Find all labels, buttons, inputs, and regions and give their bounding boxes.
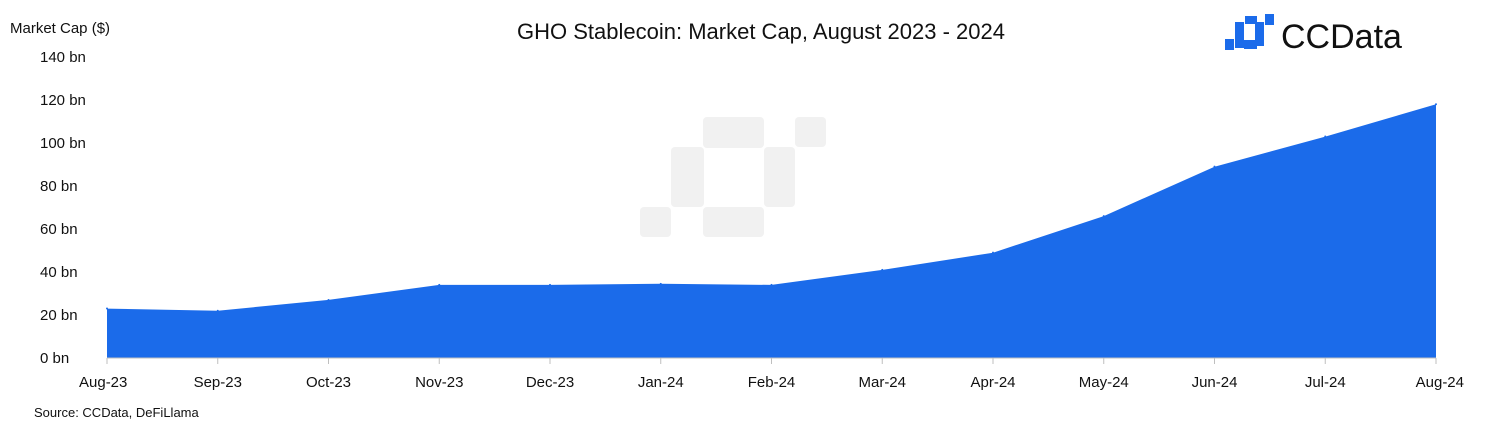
data-point <box>106 307 108 310</box>
data-point <box>1102 215 1105 218</box>
x-axis: Aug-23 Sep-23 Oct-23 Nov-23 Dec-23 Jan-24 Feb-… <box>79 357 1464 391</box>
y-tick-label: 140 bn <box>40 49 86 66</box>
data-point <box>216 309 219 312</box>
data-point <box>992 251 994 254</box>
y-tick-label: 60 bn <box>40 221 78 238</box>
ccdata-logo-icon <box>1225 14 1274 50</box>
x-tick-label: Jan-24 <box>638 374 684 391</box>
data-point <box>327 298 330 301</box>
x-tick-label: Feb-24 <box>748 374 796 391</box>
series-area <box>107 104 1436 358</box>
ccdata-logo: CCData <box>1225 14 1402 56</box>
x-tick-label: Jul-24 <box>1305 374 1346 391</box>
plot-area <box>106 103 1437 358</box>
brand-name: CCData <box>1281 18 1402 56</box>
x-tick-label: Aug-24 <box>1416 374 1464 391</box>
watermark-logo-icon <box>640 117 826 237</box>
x-tick-label: Aug-23 <box>79 374 127 391</box>
data-point <box>1435 103 1437 106</box>
data-point <box>1213 165 1216 168</box>
y-tick-label: 100 bn <box>40 135 86 152</box>
data-point <box>438 283 441 286</box>
y-tick-label: 20 bn <box>40 307 78 324</box>
y-tick-label: 0 bn <box>40 350 69 367</box>
x-tick-label: May-24 <box>1079 374 1129 391</box>
chart-title: GHO Stablecoin: Market Cap, August 2023 … <box>517 19 1005 44</box>
x-tick-label: Sep-23 <box>194 374 242 391</box>
source-note: Source: CCData, DeFiLlama <box>34 405 199 420</box>
y-axis-label: Market Cap ($) <box>10 20 110 37</box>
x-tick-label: Jun-24 <box>1192 374 1238 391</box>
data-point <box>881 268 884 271</box>
data-point <box>770 283 773 286</box>
data-point <box>659 282 662 285</box>
x-tick-label: Mar-24 <box>858 374 906 391</box>
x-tick-label: Dec-23 <box>526 374 574 391</box>
y-axis: 0 bn 20 bn 40 bn 60 bn 80 bn 100 bn 120 bn 140 … <box>40 49 86 367</box>
y-tick-label: 120 bn <box>40 92 86 109</box>
y-tick-label: 80 bn <box>40 178 78 195</box>
x-tick-label: Nov-23 <box>415 374 463 391</box>
y-tick-label: 40 bn <box>40 264 78 281</box>
x-tick-label: Oct-23 <box>306 374 351 391</box>
x-tick-label: Apr-24 <box>970 374 1015 391</box>
data-point <box>549 283 551 286</box>
data-point <box>1324 135 1327 138</box>
